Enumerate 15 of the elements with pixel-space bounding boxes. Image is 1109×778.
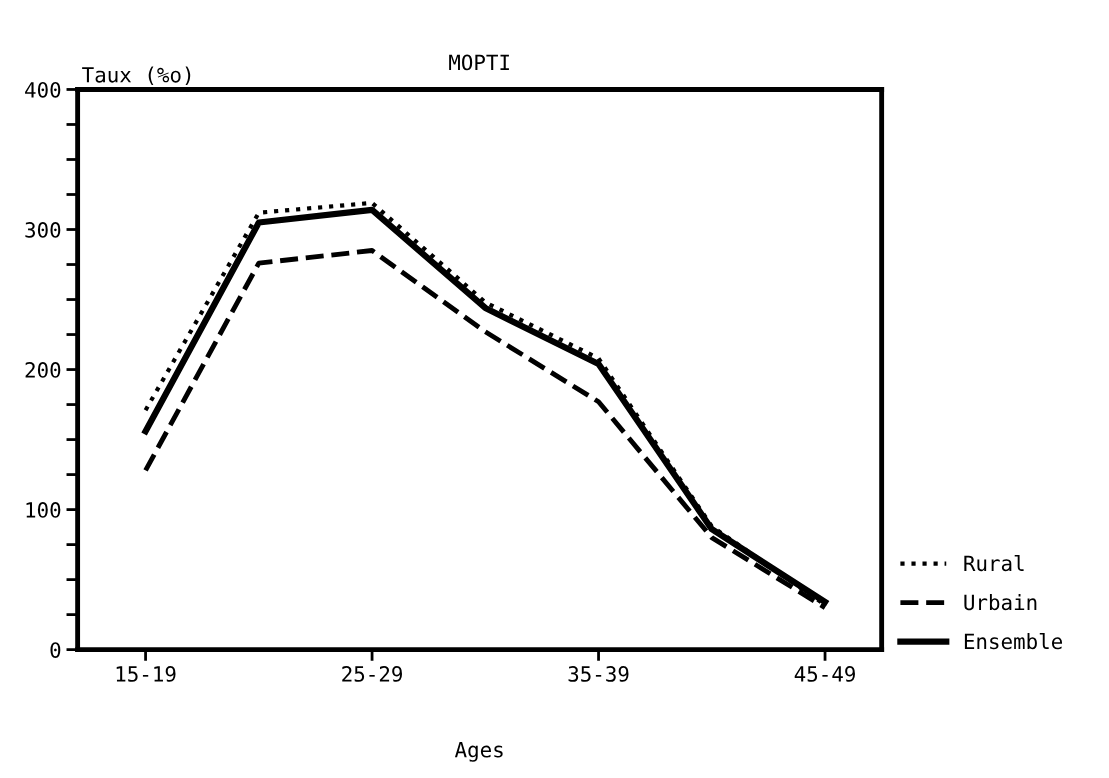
x-tick-label: 15-19 <box>116 666 176 682</box>
y-axis-title: Taux (%o) <box>82 66 191 86</box>
x-tick-label: 35-39 <box>568 666 629 682</box>
chart-title: MOPTI <box>449 54 509 71</box>
y-tick-label: 100 <box>26 502 61 518</box>
legend-label: Rural <box>964 554 1024 572</box>
y-tick-label: 200 <box>25 362 61 378</box>
legend-label: Urbain <box>964 594 1037 611</box>
x-tick-label: 45-49 <box>794 666 855 682</box>
y-tick-label: 300 <box>25 222 61 238</box>
x-axis-title: Ages <box>454 742 503 762</box>
y-tick-label: 0 <box>50 642 61 658</box>
x-tick-label: 25-29 <box>342 666 403 682</box>
legend-label: Ensemble <box>964 633 1063 650</box>
y-tick-label: 400 <box>25 81 61 98</box>
